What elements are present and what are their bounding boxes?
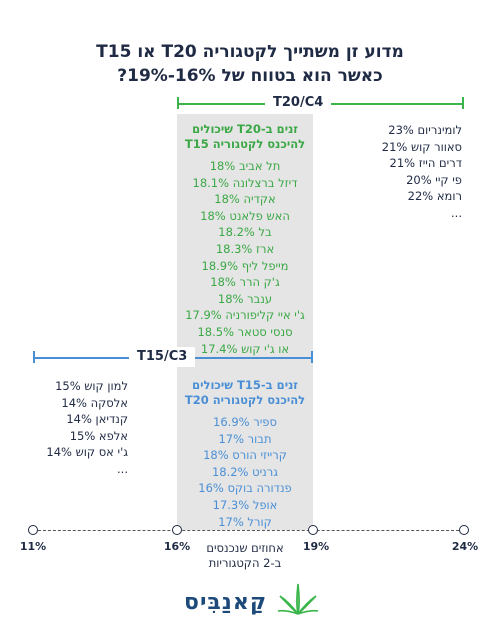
t20-overlap-heading: זנים ב-T20 שיכולים להיכנס לקטגוריה T15 [177, 122, 313, 152]
t20-overlap-strain-item: ג'ק הרר 18% [210, 275, 280, 290]
t20-overlap-strain-item: ענבר 18% [217, 291, 273, 306]
t15-overlap-list: זנים ב-T15 שיכולים להיכנס לקטגוריה T20 ס… [177, 378, 313, 530]
axis-caption: אחוזים שנכנסים ב-2 הקטגוריות [177, 541, 313, 571]
axis-tick-16: 16% [163, 540, 191, 553]
t20-overlap-strain-item: דיזל ברצלונה 18.1% [192, 175, 298, 190]
percent-axis [33, 530, 464, 531]
t20-example-strain-item: ... [451, 205, 462, 220]
t20-example-strain-item: דרים הייז 21% [389, 156, 462, 170]
axis-point-16 [172, 525, 182, 535]
brand-logo-text: קַאנַבִּיס [184, 590, 268, 615]
t15-overlap-strain-item: קורל 17% [218, 514, 272, 529]
t20-overlap-strain-item: האש פלאנט 18% [200, 208, 290, 223]
axis-point-19 [308, 525, 318, 535]
t20-overlap-heading-line-1: זנים ב-T20 שיכולים [192, 122, 298, 136]
t20-range-start-tick [177, 97, 179, 109]
t20-overlap-list: זנים ב-T20 שיכולים להיכנס לקטגוריה T15 ת… [177, 122, 313, 357]
axis-caption-line-1: אחוזים שנכנסים [206, 541, 284, 555]
t20-example-strain-item: סאוור קוש 21% [381, 139, 462, 154]
title-line-2: כאשר הוא בטווח של 16%-19%? [117, 66, 383, 86]
page-title: מדוע זן משתייך לקטגוריה T20 או T15 כאשר … [0, 40, 500, 88]
t15-examples-list: למון קוש 15% אלסקה 14% קנדיאן 14% אלפא 15% ג… [8, 378, 128, 477]
title-line-1: מדוע זן משתייך לקטגוריה T20 או T15 [96, 42, 404, 62]
axis-point-24 [459, 525, 469, 535]
t20-overlap-strain-item: סנסי סטאר 18.5% [197, 324, 293, 339]
t20-range-label: T20/C4 [265, 93, 332, 113]
t15-overlap-heading-line-2: להיכנס לקטגוריה T20 [184, 393, 306, 407]
t20-overlap-strain-item: בל 18.2% [218, 225, 272, 240]
t20-example-strain-item: רומא 22% [407, 189, 462, 203]
axis-point-11 [28, 525, 38, 535]
t20-range-end-tick [462, 97, 464, 109]
t15-example-strain-item: למון קוש 15% [55, 379, 128, 393]
t15-overlap-strain-item: גרניט 18.2% [211, 464, 279, 479]
overlap-band [177, 114, 313, 530]
t20-overlap-strain-item: או ג'י קוש 17.4% [200, 341, 290, 356]
t15-overlap-strain-item: אופל 17.3% [212, 497, 278, 512]
t20-overlap-strain-item: אקדיה 18% [214, 192, 276, 207]
axis-tick-19: 19% [302, 540, 330, 553]
t15-overlap-strain-item: קרייזי הורס 18% [203, 448, 287, 463]
t15-overlap-heading: זנים ב-T15 שיכולים להיכנס לקטגוריה T20 [177, 378, 313, 408]
t20-overlap-strain-item: ארז 18.3% [215, 241, 275, 256]
t15-overlap-strain-item: פנדורה בוקס 16% [198, 481, 292, 496]
t15-overlap-strain-item: תבור 17% [218, 431, 272, 446]
t20-overlap-heading-line-2: להיכנס לקטגוריה T15 [184, 137, 306, 151]
t15-example-strain-item: אלפא 15% [69, 428, 128, 443]
t20-overlap-strain-item: מייפל ליף 18.9% [201, 258, 289, 273]
axis-caption-line-2: ב-2 הקטגוריות [208, 556, 282, 570]
t15-overlap-heading-line-1: זנים ב-T15 שיכולים [192, 378, 298, 392]
cannabis-leaf-logo-icon [277, 583, 319, 615]
t20-overlap-strain-item: תל אביב 18% [209, 159, 281, 173]
axis-tick-11: 11% [19, 540, 47, 553]
t15-example-strain-item: ג'י אס קוש 14% [46, 445, 128, 459]
t15-example-strain-item: ... [117, 461, 128, 476]
axis-tick-24: 24% [451, 540, 479, 553]
t20-examples-list: לומינריום 23% סאוור קוש 21% דרים הייז 21% פ… [342, 122, 462, 221]
t20-overlap-strain-item: ג'י איי קליפורניה 17.9% [185, 308, 305, 323]
t20-example-strain-item: לומינריום 23% [388, 123, 462, 137]
t15-range-end-tick [311, 351, 313, 363]
t20-example-strain-item: פי קיי 20% [406, 172, 462, 187]
t15-example-strain-item: קנדיאן 14% [66, 412, 128, 426]
t15-example-strain-item: אלסקה 14% [61, 395, 128, 410]
t15-overlap-strain-item: ספיר 16.9% [213, 415, 277, 429]
t15-range-label: T15/C3 [129, 347, 196, 367]
t15-range-start-tick [33, 351, 35, 363]
